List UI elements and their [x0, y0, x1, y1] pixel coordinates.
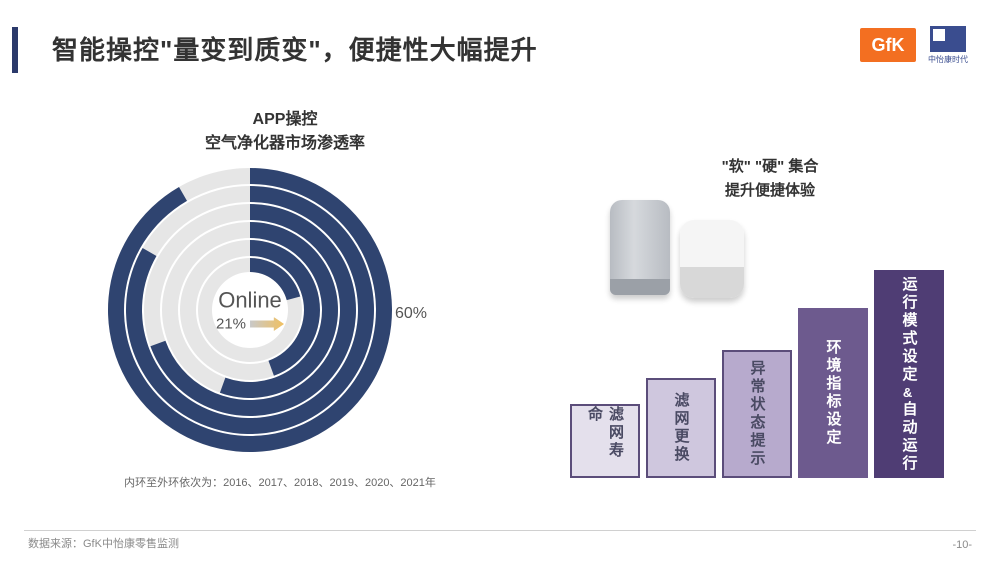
- right-title-line1: "软" "硬" 集合: [680, 155, 860, 179]
- page-number: -10-: [952, 539, 972, 551]
- bar-item: 滤网更换: [646, 378, 716, 478]
- accent-bar: [12, 27, 18, 73]
- donut-title-line2: 空气净化器市场渗透率: [165, 132, 405, 156]
- page-title: 智能操控"量变到质变"，便捷性大幅提升: [52, 30, 538, 67]
- bar-item: 环境指标设定: [798, 308, 868, 478]
- cmm-logo: 中怡康时代: [924, 24, 972, 66]
- donut-start-pct: 21%: [216, 316, 246, 333]
- footer-divider: [24, 530, 976, 531]
- bar-chart: 滤网寿命滤网更换异常状态提示环境指标设定运行模式设定&自动运行: [570, 270, 970, 478]
- cmm-logo-text: 中怡康时代: [928, 54, 968, 65]
- data-source: 数据来源：GfK中怡康零售监测: [28, 535, 179, 551]
- donut-center: Online 21%: [216, 288, 284, 333]
- donut-center-pcts: 21%: [216, 316, 284, 333]
- bar-item: 运行模式设定&自动运行: [874, 270, 944, 478]
- bar-item: 滤网寿命: [570, 404, 640, 478]
- gfk-logo: GfK: [860, 28, 916, 62]
- donut-end-pct: 60%: [395, 305, 427, 323]
- donut-legend: 内环至外环依次为：2016、2017、2018、2019、2020、2021年: [100, 474, 460, 490]
- cmm-logo-icon: [930, 26, 966, 52]
- slide: 智能操控"量变到质变"，便捷性大幅提升 GfK 中怡康时代 APP操控 空气净化…: [0, 0, 1000, 563]
- donut-title: APP操控 空气净化器市场渗透率: [165, 108, 405, 156]
- right-title: "软" "硬" 集合 提升便捷体验: [680, 155, 860, 203]
- logo-group: GfK 中怡康时代: [860, 24, 972, 66]
- donut-title-line1: APP操控: [165, 108, 405, 132]
- donut-chart: Online 21%: [100, 160, 400, 460]
- arrow-icon: [250, 317, 284, 331]
- bar-item: 异常状态提示: [722, 350, 792, 478]
- donut-center-label: Online: [216, 288, 284, 314]
